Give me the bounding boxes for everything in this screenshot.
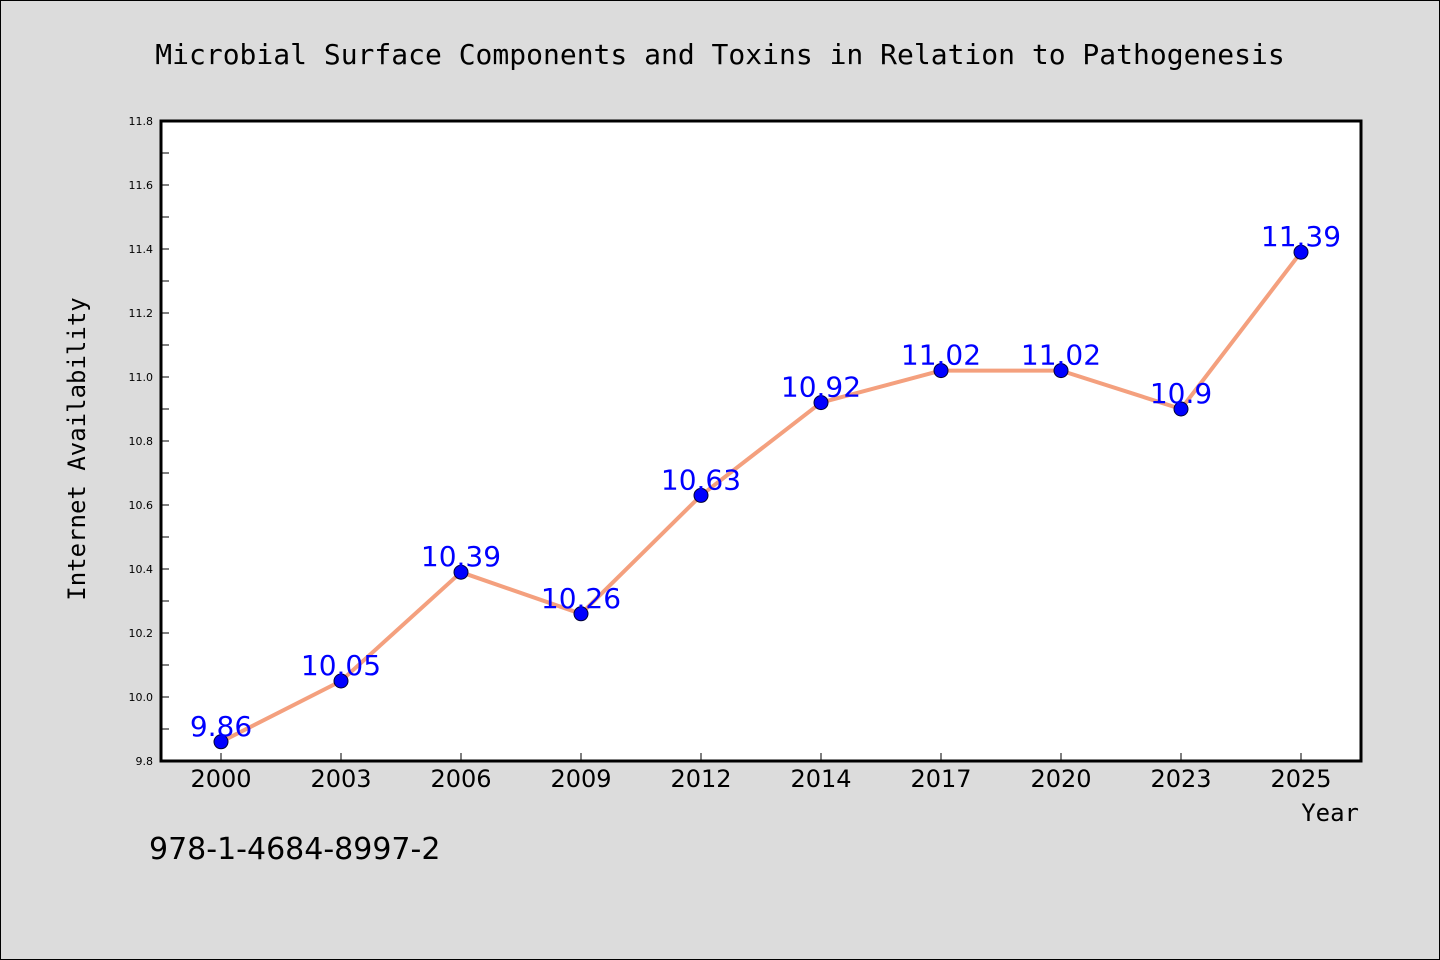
- data-point: [693, 487, 709, 503]
- x-tick-label: 2000: [190, 765, 251, 793]
- data-label: 10.39: [421, 540, 501, 573]
- y-tick-label: 10.6: [129, 499, 154, 512]
- y-tick-label: 10.4: [129, 563, 154, 576]
- x-tick-label: 2017: [910, 765, 971, 793]
- y-tick-label: 10.8: [129, 435, 154, 448]
- data-label: 11.02: [901, 339, 981, 372]
- y-axis: 9.8 10.0 10.2 10.4 10.6 10.8 11.0 11.2 11.4 11.6 1…: [129, 115, 169, 768]
- data-point: [333, 673, 349, 689]
- data-label: 10.26: [541, 582, 621, 615]
- data-point: [453, 564, 469, 580]
- x-tick-label: 2020: [1030, 765, 1091, 793]
- chart-title: Microbial Surface Components and Toxins …: [155, 38, 1284, 71]
- y-tick-label: 9.8: [136, 755, 154, 768]
- series-layer: 9.86 10.05 10.39 10.26 10.63 10.92 11.02 11.02 1…: [190, 220, 1341, 750]
- y-tick-label: 11.4: [129, 243, 154, 256]
- data-point: [1053, 363, 1069, 379]
- y-tick-label: 10.2: [129, 627, 154, 640]
- data-label: 11.02: [1021, 339, 1101, 372]
- x-axis-label: Year: [1301, 799, 1359, 827]
- y-tick-label: 11.6: [129, 179, 154, 192]
- y-axis-label: Internet Availability: [63, 297, 91, 600]
- data-point: [213, 734, 229, 750]
- y-tick-label: 11.0: [129, 371, 154, 384]
- x-tick-label: 2003: [310, 765, 371, 793]
- data-point: [933, 363, 949, 379]
- x-tick-label: 2023: [1150, 765, 1211, 793]
- data-point: [1293, 244, 1309, 260]
- x-tick-label: 2006: [430, 765, 491, 793]
- x-tick-label: 2009: [550, 765, 611, 793]
- x-tick-label: 2025: [1270, 765, 1331, 793]
- y-tick-label: 11.8: [129, 115, 154, 128]
- data-point: [1173, 401, 1189, 417]
- data-label: 11.39: [1261, 220, 1341, 253]
- y-tick-label: 10.0: [129, 691, 154, 704]
- data-label: 10.05: [301, 649, 381, 682]
- data-point: [813, 395, 829, 411]
- data-label: 10.9: [1150, 377, 1212, 410]
- x-axis: 2000 2003 2006 2009 2012 2014 2017 2020 2023 2025: [190, 753, 1332, 793]
- plot-area: [159, 119, 1363, 763]
- isbn-label: 978-1-4684-8997-2: [149, 832, 441, 867]
- y-tick-label: 11.2: [129, 307, 154, 320]
- data-label: 10.63: [661, 463, 741, 496]
- series-line: [220, 250, 1303, 744]
- x-tick-label: 2014: [790, 765, 851, 793]
- data-label: 9.86: [190, 710, 252, 743]
- data-point: [573, 606, 589, 622]
- x-tick-label: 2012: [670, 765, 731, 793]
- data-label: 10.92: [781, 371, 861, 404]
